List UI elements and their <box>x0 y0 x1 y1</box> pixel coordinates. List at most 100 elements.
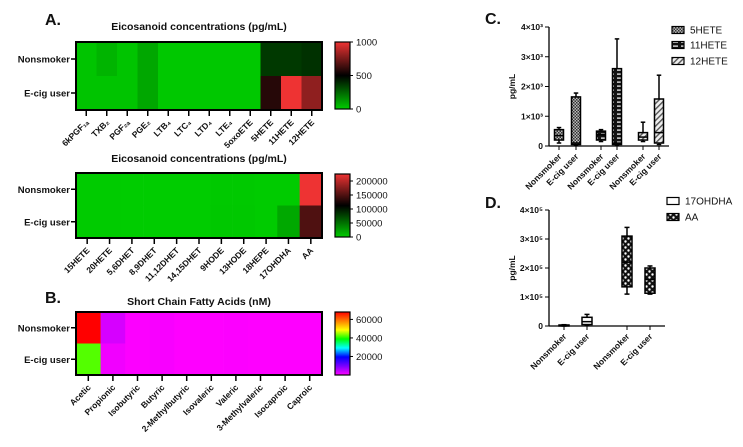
row-label: Nonsmoker <box>18 185 71 196</box>
heatmap-cell <box>100 343 126 376</box>
y-tick-label: 3×10⁵ <box>520 234 543 244</box>
heatmap-title: Eicosanoid concentrations (pg/mL) <box>111 21 287 33</box>
y-tick-label: 0 <box>538 141 543 151</box>
legend-label: AA <box>685 213 699 224</box>
y-tick-label: 4×10⁵ <box>520 205 543 215</box>
heatmap-cell <box>187 173 211 206</box>
heatmap-cell <box>137 42 159 77</box>
heatmap-cell <box>223 312 249 344</box>
heatmap-cell <box>165 173 189 206</box>
colorbar-label: 50000 <box>356 219 382 230</box>
y-tick-label: 2×10³ <box>521 82 543 92</box>
heatmap-cell <box>76 42 97 77</box>
heatmap-cell <box>232 173 256 206</box>
heatmap-cell <box>143 205 166 239</box>
y-axis-label: pg/mL <box>507 74 517 100</box>
y-tick-label: 0 <box>538 321 543 331</box>
colorbar <box>334 311 351 376</box>
legend-swatch <box>671 56 685 66</box>
legend-swatch <box>666 212 680 222</box>
row-label: Nonsmoker <box>18 55 71 66</box>
heatmap-cell <box>158 42 179 77</box>
colorbar <box>334 173 351 238</box>
row-label: Nonsmoker <box>18 323 71 334</box>
y-axis-label: pg/mL <box>507 255 517 281</box>
heatmap-cell <box>199 343 224 376</box>
colorbar-label: 40000 <box>356 333 382 344</box>
colorbar-label: 60000 <box>356 315 382 326</box>
heatmap-cell <box>98 205 122 239</box>
heatmap-cell <box>149 343 175 376</box>
panel-label-d: D. <box>485 195 501 212</box>
column-label: LTB₄ <box>151 117 172 138</box>
heatmap-cell <box>199 42 220 77</box>
heatmap-cell <box>297 343 323 376</box>
heatmap-cell <box>174 312 200 344</box>
colorbar-label: 150000 <box>356 191 388 202</box>
box-11HETE <box>611 67 623 146</box>
legend-label: 11HETE <box>690 41 727 52</box>
heatmap-cell <box>120 205 144 239</box>
heatmap-cell <box>260 42 282 77</box>
heatmap-cell <box>297 312 323 344</box>
legend-label: 12HETE <box>690 57 728 68</box>
row-label: E-cig user <box>24 89 70 100</box>
heatmap-cell <box>260 76 282 111</box>
heatmap-cell <box>143 173 166 206</box>
panel-label-b: B. <box>45 290 61 307</box>
heatmap-cell <box>248 343 274 376</box>
heatmap-cell <box>301 42 323 77</box>
colorbar-label: 100000 <box>356 205 388 216</box>
column-label: LTC₄ <box>172 117 193 138</box>
heatmap-cell <box>149 312 175 344</box>
panel-label-a: A. <box>45 12 61 29</box>
charts-layer: Eicosanoid concentrations (pg/mL) Nonsmok… <box>18 21 733 434</box>
heatmap-cell <box>240 42 261 77</box>
heatmap-cell <box>125 343 151 376</box>
colorbar-label: 1000 <box>356 38 377 49</box>
heatmap-cell <box>281 76 302 111</box>
heatmap-border <box>75 311 323 376</box>
heatmap-cell <box>178 76 200 111</box>
heatmap-cell <box>76 205 99 239</box>
column-label: PGF₂ₐ <box>107 117 132 142</box>
heatmap-cell <box>219 76 241 111</box>
boxplot-d: 01×10⁵2×10⁵3×10⁵4×10⁵pg/mLNonsmokerE-cig… <box>507 197 733 372</box>
y-tick-label: 2×10⁵ <box>520 263 543 273</box>
heatmap-cell <box>137 76 159 111</box>
heatmap-cell <box>120 173 144 206</box>
colorbar-label: 500 <box>356 71 372 82</box>
heatmap-cell <box>125 312 151 344</box>
heatmap-cell <box>219 42 241 77</box>
row-label: E-cig user <box>24 217 70 228</box>
heatmap-2: Eicosanoid concentrations (pg/mL) Nonsmok… <box>18 153 388 284</box>
y-tick-label: 4×10³ <box>521 22 543 32</box>
heatmap-cell <box>223 343 249 376</box>
heatmap-3: Short Chain Fatty Acids (nM) Nonsmoker E-c… <box>18 296 383 434</box>
heatmap-cell <box>272 343 298 376</box>
heatmap-cell <box>117 42 138 77</box>
column-label: PGE₂ <box>130 117 153 140</box>
heatmap-cell <box>277 173 300 206</box>
heatmap-border <box>75 41 323 111</box>
boxplot-c: 01×10³2×10³3×10³4×10³pg/mLNonsmokerE-cig… <box>507 22 728 191</box>
heatmap-cell <box>254 205 278 239</box>
box-5HETE <box>570 96 582 146</box>
box-AA <box>644 267 656 294</box>
box-11HETE <box>595 130 607 141</box>
heatmap-cell <box>240 76 261 111</box>
heatmap-cell <box>174 343 200 376</box>
heatmap-cell <box>272 312 298 344</box>
heatmap-cell <box>178 42 200 77</box>
heatmap-cell <box>210 205 233 239</box>
heatmap-cell <box>117 76 138 111</box>
legend-label: 5HETE <box>690 26 723 37</box>
heatmap-cell <box>98 173 122 206</box>
column-label: LTD₄ <box>192 117 213 138</box>
heatmap-cell <box>76 312 101 344</box>
heatmap-cell <box>299 205 323 239</box>
heatmap-cell <box>199 312 224 344</box>
heatmap-cell <box>232 205 256 239</box>
y-tick-label: 1×10³ <box>521 111 543 121</box>
